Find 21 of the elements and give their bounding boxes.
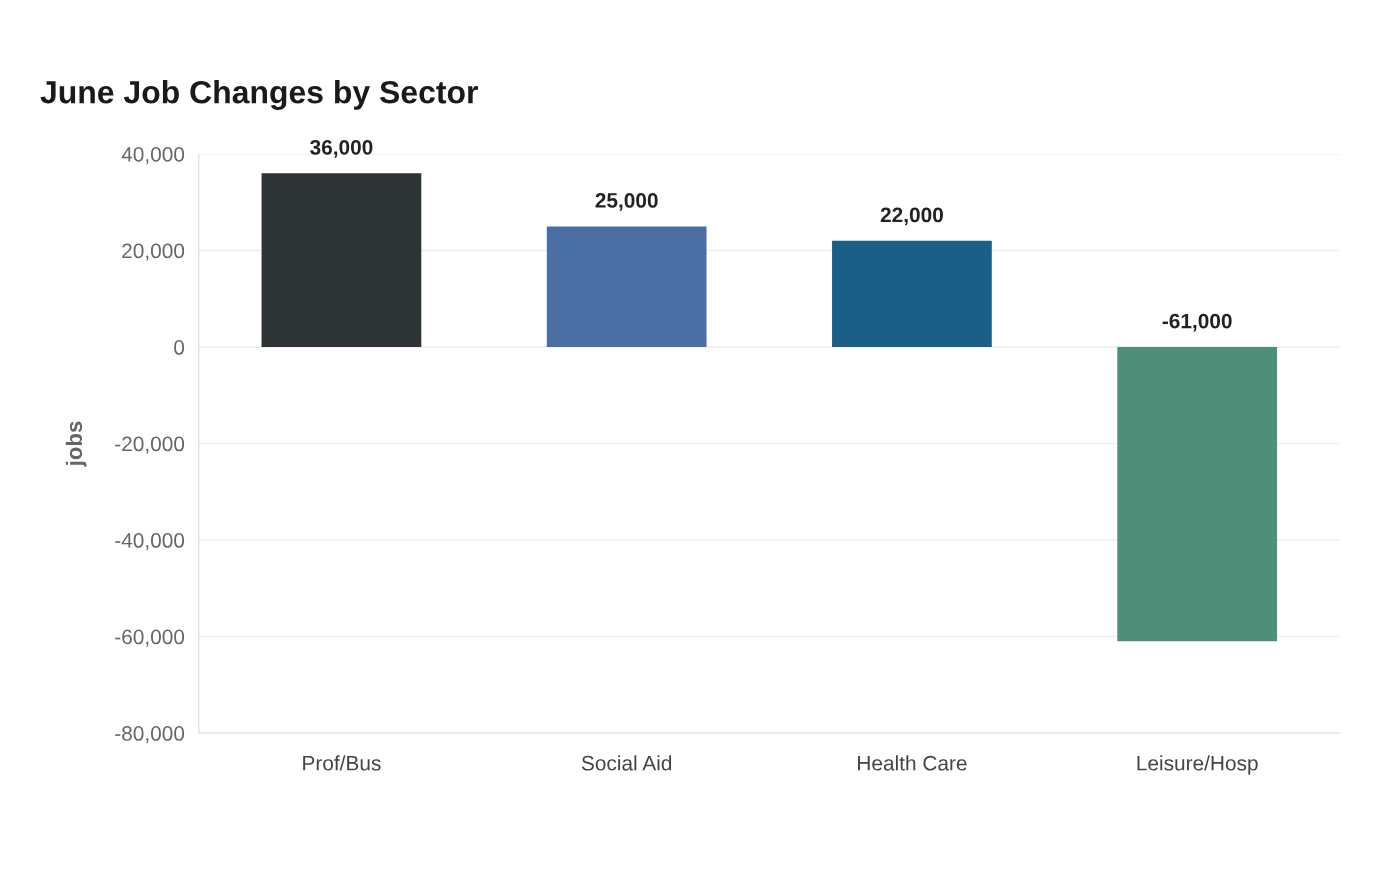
y-tick-label: 40,000 [121, 147, 185, 165]
bar [261, 173, 422, 348]
y-axis-title: jobs [65, 421, 87, 467]
x-tick-label: Prof/Bus [303, 755, 381, 771]
bar [546, 226, 707, 348]
data-label: 36,000 [310, 139, 373, 158]
y-tick-label: -20,000 [115, 436, 185, 454]
data-label: -61,000 [1162, 313, 1232, 332]
x-tick-label: Social Aid [581, 755, 672, 771]
x-tick-label: Health Care [858, 755, 967, 771]
chart-title: June Job Changes by Sector [40, 80, 478, 110]
y-tick-label: -60,000 [115, 629, 185, 647]
data-label: 25,000 [595, 193, 658, 211]
bar [1117, 347, 1278, 642]
data-label: 22,000 [880, 207, 943, 226]
y-tick-label: -40,000 [115, 533, 185, 551]
y-tick-label: 20,000 [122, 243, 185, 261]
x-tick-label: Leisure/Hosp [1137, 755, 1258, 775]
bar [832, 240, 992, 348]
y-tick-label: -80,000 [115, 726, 185, 744]
y-tick-label: 0 [174, 340, 185, 355]
